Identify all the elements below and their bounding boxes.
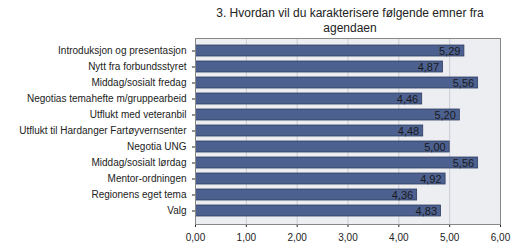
svg-text:Introduksjon og presentasjon: Introduksjon og presentasjon [58,45,186,56]
svg-text:4,83: 4,83 [416,205,437,217]
svg-text:Regionens eget tema: Regionens eget tema [91,189,187,200]
svg-text:1,00: 1,00 [237,232,257,243]
svg-text:3,00: 3,00 [338,232,358,243]
svg-text:5,29: 5,29 [439,45,460,57]
svg-text:5,00: 5,00 [440,232,460,243]
svg-text:Middag/sosialt fredag: Middag/sosialt fredag [91,77,186,88]
svg-text:5,56: 5,56 [453,77,474,89]
svg-text:4,36: 4,36 [392,189,413,201]
svg-text:5,56: 5,56 [453,157,474,169]
svg-text:0,00: 0,00 [186,232,206,243]
svg-text:Utflukt med veteranbil: Utflukt med veteranbil [90,109,187,120]
svg-text:4,92: 4,92 [420,173,441,185]
svg-text:4,00: 4,00 [389,232,409,243]
svg-text:5,00: 5,00 [424,141,445,153]
svg-text:Nytt fra forbundsstyret: Nytt fra forbundsstyret [88,61,187,72]
svg-text:Negotias temahefte m/gruppearb: Negotias temahefte m/gruppearbeid [27,93,187,104]
html-text:3. Hvordan vil du karakteriser: 3. Hvordan vil du karakterisere følgende… [216,6,484,35]
svg-text:4,46: 4,46 [397,93,418,105]
svg-text:5,20: 5,20 [434,109,455,121]
svg-text:Valg: Valg [167,205,186,216]
svg-text:Negotia UNG: Negotia UNG [127,141,187,152]
svg-text:4,48: 4,48 [398,125,419,137]
svg-text:Middag/sosialt lørdag: Middag/sosialt lørdag [91,157,186,168]
svg-text:Utflukt til Hardanger Fartøyve: Utflukt til Hardanger Fartøyvernsenter [19,125,187,136]
svg-text:2,00: 2,00 [287,232,307,243]
svg-text:6,00: 6,00 [491,232,511,243]
svg-text:4,87: 4,87 [418,61,439,73]
svg-text:Mentor-ordningen: Mentor-ordningen [108,173,187,184]
